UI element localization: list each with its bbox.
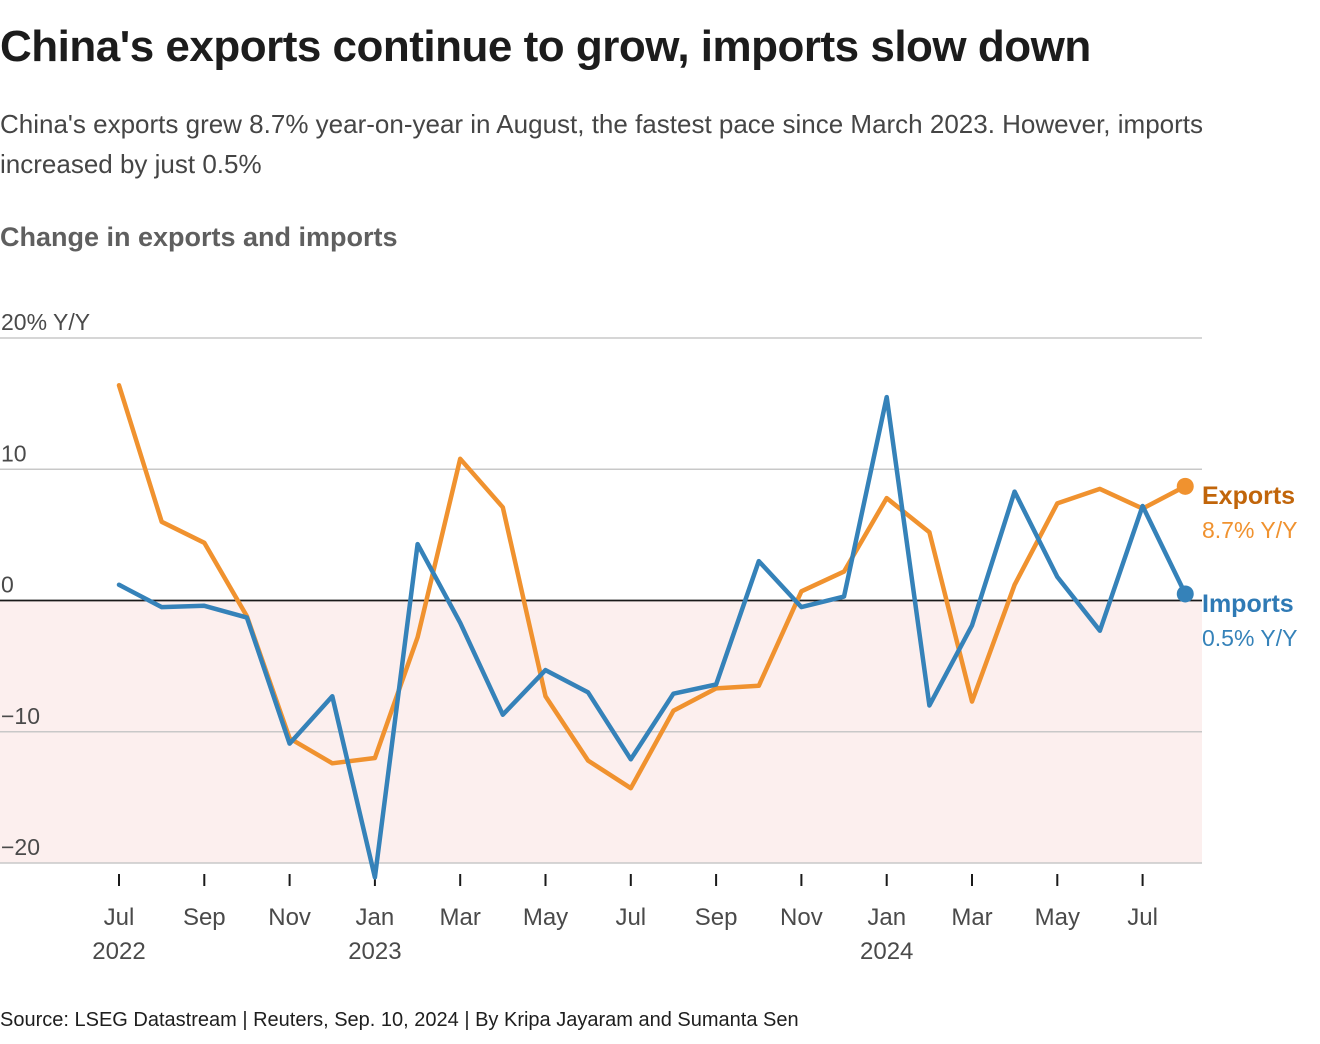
imports-end-value-label: 0.5% Y/Y xyxy=(1202,625,1297,651)
source-note: Source: LSEG Datastream | Reuters, Sep. … xyxy=(0,1009,799,1031)
x-tick-label: Jan xyxy=(867,904,906,931)
x-tick-label: Nov xyxy=(780,904,823,931)
exports-line xyxy=(116,383,1188,791)
x-tick-label: Mar xyxy=(440,904,481,931)
x-tick-year-label: 2023 xyxy=(348,938,401,965)
line-chart: 20% Y/Y 10 0 −10 −20 Jul 2022 Sep Nov Jan 2023 Mar M… xyxy=(0,309,1297,965)
chart-subtitle: China's exports grew 8.7% year-on-year i… xyxy=(0,109,1203,179)
x-tick-label: Jul xyxy=(1127,904,1158,931)
y-tick-label: −20 xyxy=(1,834,40,860)
y-tick-label: 10 xyxy=(1,440,27,466)
x-tick-label: Mar xyxy=(951,904,992,931)
x-tick-year-label: 2024 xyxy=(860,938,913,965)
y-tick-label: 20% Y/Y xyxy=(1,309,90,335)
x-tick-label: May xyxy=(1035,904,1080,931)
exports-legend-label: Exports xyxy=(1202,482,1295,510)
x-tick-label: Jan xyxy=(356,904,395,931)
exports-end-value-label: 8.7% Y/Y xyxy=(1202,517,1297,543)
y-tick-label: −10 xyxy=(1,703,40,729)
x-tick-label: Sep xyxy=(183,904,226,931)
y-tick-label: 0 xyxy=(1,572,14,598)
imports-end-dot xyxy=(1176,585,1194,603)
x-tick-label: Nov xyxy=(268,904,311,931)
chart-title: China's exports continue to grow, import… xyxy=(0,22,1091,71)
chart-heading: Change in exports and imports xyxy=(0,222,398,252)
x-tick-label: Jul xyxy=(104,904,135,931)
x-tick-label: May xyxy=(523,904,568,931)
imports-line xyxy=(116,394,1188,880)
x-tick-label: Sep xyxy=(695,904,738,931)
x-tick-label: Jul xyxy=(615,904,646,931)
exports-end-dot xyxy=(1176,477,1194,495)
x-tick-year-label: 2022 xyxy=(92,938,145,965)
imports-legend-label: Imports xyxy=(1202,590,1294,618)
